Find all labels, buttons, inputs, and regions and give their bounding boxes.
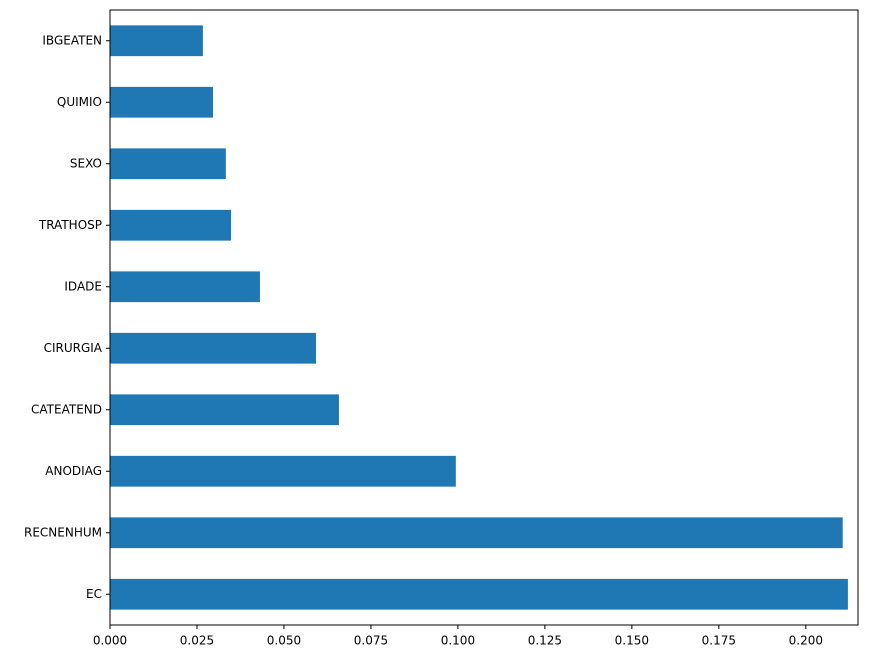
x-tick-label: 0.075 <box>354 634 388 648</box>
bar <box>110 86 213 118</box>
y-tick-label: QUIMIO <box>57 95 102 109</box>
plot-frame <box>109 9 859 626</box>
x-tick-label: 0.000 <box>93 634 127 648</box>
x-tick-label: 0.050 <box>267 634 301 648</box>
y-tick-label: RECNENHUM <box>24 525 102 539</box>
bar <box>110 517 843 549</box>
bar <box>110 25 203 57</box>
bar <box>110 455 456 487</box>
bar <box>110 578 848 610</box>
bar <box>110 271 260 303</box>
x-tick-label: 0.025 <box>180 634 214 648</box>
bar <box>110 209 232 241</box>
y-tick-label: CIRURGIA <box>44 341 103 355</box>
bar <box>110 332 316 364</box>
y-tick-label: EC <box>86 587 102 601</box>
y-tick-label: TRATHOSP <box>38 218 102 232</box>
y-tick-label: IBGEATEN <box>42 33 102 47</box>
y-tick-label: ANODIAG <box>45 464 102 478</box>
y-tick-label: IDADE <box>64 279 102 293</box>
y-tick-label: CATEATEND <box>31 402 102 416</box>
x-tick-label: 0.125 <box>528 634 562 648</box>
x-tick-label: 0.100 <box>441 634 475 648</box>
bar <box>110 394 339 426</box>
x-tick-label: 0.150 <box>615 634 649 648</box>
y-tick-label: SEXO <box>70 156 102 170</box>
x-tick-label: 0.175 <box>702 634 736 648</box>
bar <box>110 148 226 180</box>
x-tick-label: 0.200 <box>789 634 823 648</box>
